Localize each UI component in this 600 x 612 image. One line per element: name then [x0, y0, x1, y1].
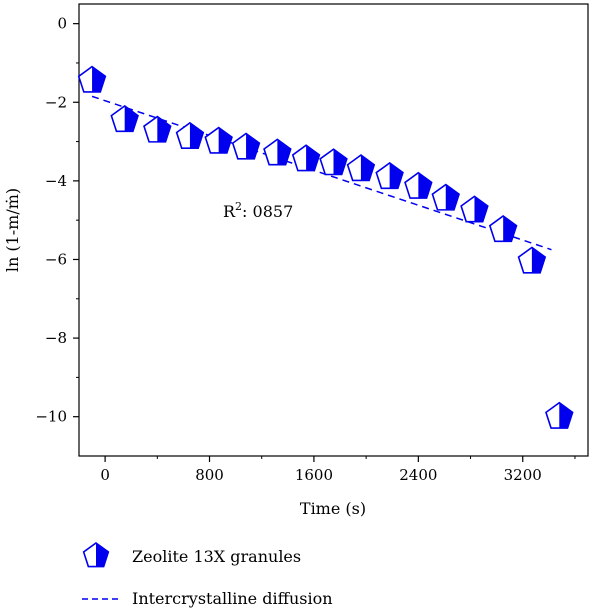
- data-point: [175, 121, 205, 149]
- data-point: [346, 154, 376, 182]
- y-tick-label: 0: [57, 15, 67, 33]
- data-point: [545, 401, 574, 429]
- y-tick-label: −10: [35, 408, 67, 426]
- plot-frame: [78, 3, 589, 457]
- data-point: [110, 104, 139, 133]
- y-axis: 0 −2 −4 −6 −8 −10: [35, 15, 79, 426]
- data-point: [517, 246, 547, 274]
- data-point: [488, 215, 518, 243]
- legend-pentagon-icon: [82, 542, 110, 568]
- x-tick-label: 2400: [399, 466, 437, 484]
- intercrystalline-diffusion-line: [91, 95, 552, 251]
- x-tick-label: 0: [100, 466, 110, 484]
- data-marker-series: [77, 65, 574, 429]
- data-point: [460, 195, 489, 223]
- x-axis: 0 800 1600 2400 3200: [100, 456, 576, 484]
- data-point: [263, 138, 292, 166]
- y-tick-label: −2: [45, 93, 67, 111]
- x-tick-label: 800: [195, 466, 224, 484]
- y-tick-label: −6: [45, 250, 67, 268]
- x-tick-label: 1600: [295, 466, 333, 484]
- fit-line-series: [91, 95, 552, 251]
- y-tick-label: −8: [45, 329, 67, 347]
- data-point: [143, 115, 172, 143]
- data-point: [375, 161, 404, 190]
- x-axis-label: Time (s): [300, 499, 366, 518]
- r-squared-annotation: R2: 0857: [223, 200, 293, 221]
- y-tick-label: −4: [45, 172, 67, 190]
- data-point: [431, 183, 460, 211]
- legend-label-zeolite: Zeolite 13X granules: [132, 547, 301, 566]
- legend: Zeolite 13X granules Intercrystalline di…: [82, 542, 333, 608]
- x-tick-label: 3200: [504, 466, 542, 484]
- y-axis-label: ln (1-m/ṁ): [3, 188, 22, 272]
- data-point: [231, 132, 261, 160]
- legend-label-intercrystalline: Intercrystalline diffusion: [132, 589, 333, 608]
- data-point: [77, 65, 107, 93]
- data-point: [404, 171, 433, 199]
- data-point: [291, 144, 321, 172]
- legend-marker-zeolite: [82, 542, 110, 568]
- data-point: [319, 148, 348, 176]
- data-point: [204, 126, 233, 154]
